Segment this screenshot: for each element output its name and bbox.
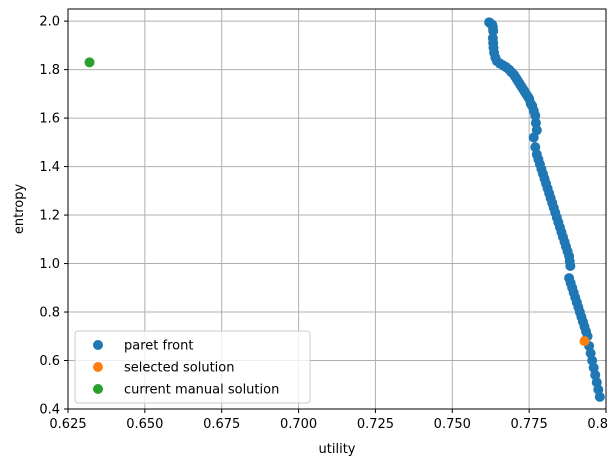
y-tick-label: 1.0 [39,257,60,272]
current-manual-solution-point [84,57,95,68]
y-tick-label: 1.2 [39,209,60,224]
paret-front-point [530,110,541,121]
legend-marker [93,384,103,394]
data-points [84,17,605,402]
legend-label: selected solution [124,361,235,376]
paret-front-point [565,260,576,271]
x-tick-label: 0.650 [126,417,163,432]
paret-front-point [530,117,541,128]
x-tick-label: 0.700 [280,417,317,432]
paret-front-point [594,391,605,402]
ticks: 0.625 0.650 0.675 0.700 0.725 0.750 0.775 0.800… [39,15,609,432]
x-tick-label: 0.750 [434,417,471,432]
legend-label: paret front [124,339,193,354]
legend-marker [93,340,103,350]
paret-front-point [528,132,539,143]
y-tick-label: 0.6 [39,354,60,369]
x-tick-label: 0.775 [511,417,548,432]
x-axis-label: utility [319,442,356,457]
x-tick-label: 0.725 [357,417,394,432]
legend: paret front selected solution current manu… [74,330,311,404]
x-tick-label: 0.625 [49,417,86,432]
selected-solution-point [579,336,590,347]
y-tick-label: 0.8 [39,306,60,321]
y-axis-label: entropy [12,184,27,235]
legend-marker [93,362,103,372]
x-tick-label: 0.675 [203,417,240,432]
paret-front-point [488,25,499,36]
y-tick-label: 1.8 [39,63,60,78]
y-tick-label: 0.4 [39,403,60,418]
y-tick-label: 1.4 [39,160,60,175]
legend-label: current manual solution [124,383,279,398]
axes-frame [67,8,607,410]
y-tick-label: 1.6 [39,112,60,127]
y-tick-label: 2.0 [39,15,60,30]
x-tick-label: 0.800 [587,417,609,432]
legend-box [74,330,311,404]
